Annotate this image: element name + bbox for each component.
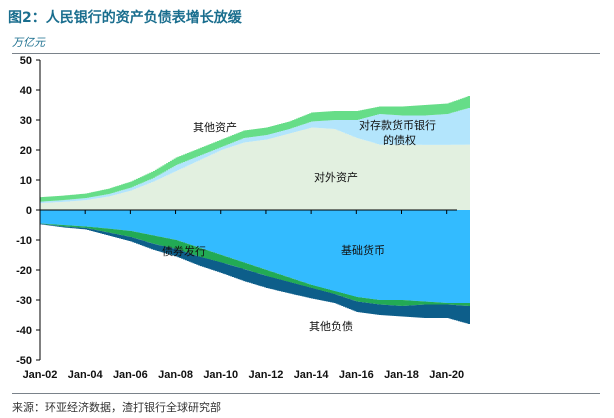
label-other-assets: 其他资产 [193,120,237,134]
y-tick-label: 40 [20,85,32,97]
y-tick-label: 0 [26,205,32,217]
y-tick-label: 50 [20,55,32,67]
y-tick-label: -10 [16,235,32,247]
label-foreign-assets: 对外资产 [314,170,358,184]
y-tick-label: -30 [16,295,32,307]
label-other-liabilities: 其他负债 [309,319,353,333]
y-tick-label: -20 [16,265,32,277]
top-divider [12,53,600,54]
label-base-money: 基础货币 [341,243,385,257]
source-note: 来源：环亚经济数据，渣打银行全球研究部 [12,401,221,414]
y-tick-label: -40 [16,325,32,337]
asset-area-1 [40,108,470,204]
x-tick-label: Jan-14 [294,369,330,381]
area-layers [40,96,470,324]
x-tick-label: Jan-06 [113,369,148,381]
y-tick-label: 10 [20,175,32,187]
x-axis-ticks: Jan-02 Jan-04 Jan-06 Jan-08 Jan-10 Jan-12 Jan-… [23,210,464,381]
y-tick-label: 20 [20,145,32,157]
x-tick-label: Jan-04 [68,369,104,381]
x-tick-label: Jan-02 [23,369,58,381]
x-tick-label: Jan-12 [249,369,284,381]
annotations: 其他资产 对存款货币银行 的债权 对外资产 债券发行 基础货币 其他负债 [162,118,436,333]
y-tick-label: 30 [20,115,32,127]
x-tick-label: Jan-18 [384,369,419,381]
x-tick-label: Jan-16 [339,369,374,381]
label-claims-on-banks-line1: 对存款货币银行 [359,118,436,132]
x-tick-label: Jan-08 [158,369,193,381]
y-tick-label: -50 [16,355,32,367]
y-axis-ticks: 50 40 30 20 10 0 -10 -20 -30 -40 -50 [16,55,40,367]
y-axis-unit: 万亿元 [12,36,45,49]
x-tick-label: Jan-20 [429,369,464,381]
bottom-divider [12,393,600,394]
label-bond-issuance: 债券发行 [162,244,206,258]
label-claims-on-banks-line2: 的债权 [383,133,416,147]
x-tick-label: Jan-10 [203,369,238,381]
liability-area-2 [40,223,470,324]
chart-title: 图2：人民银行的资产负债表增长放缓 [8,10,242,26]
liability-area-0 [40,210,470,303]
asset-area-2 [40,96,470,202]
asset-area-0 [40,127,470,210]
